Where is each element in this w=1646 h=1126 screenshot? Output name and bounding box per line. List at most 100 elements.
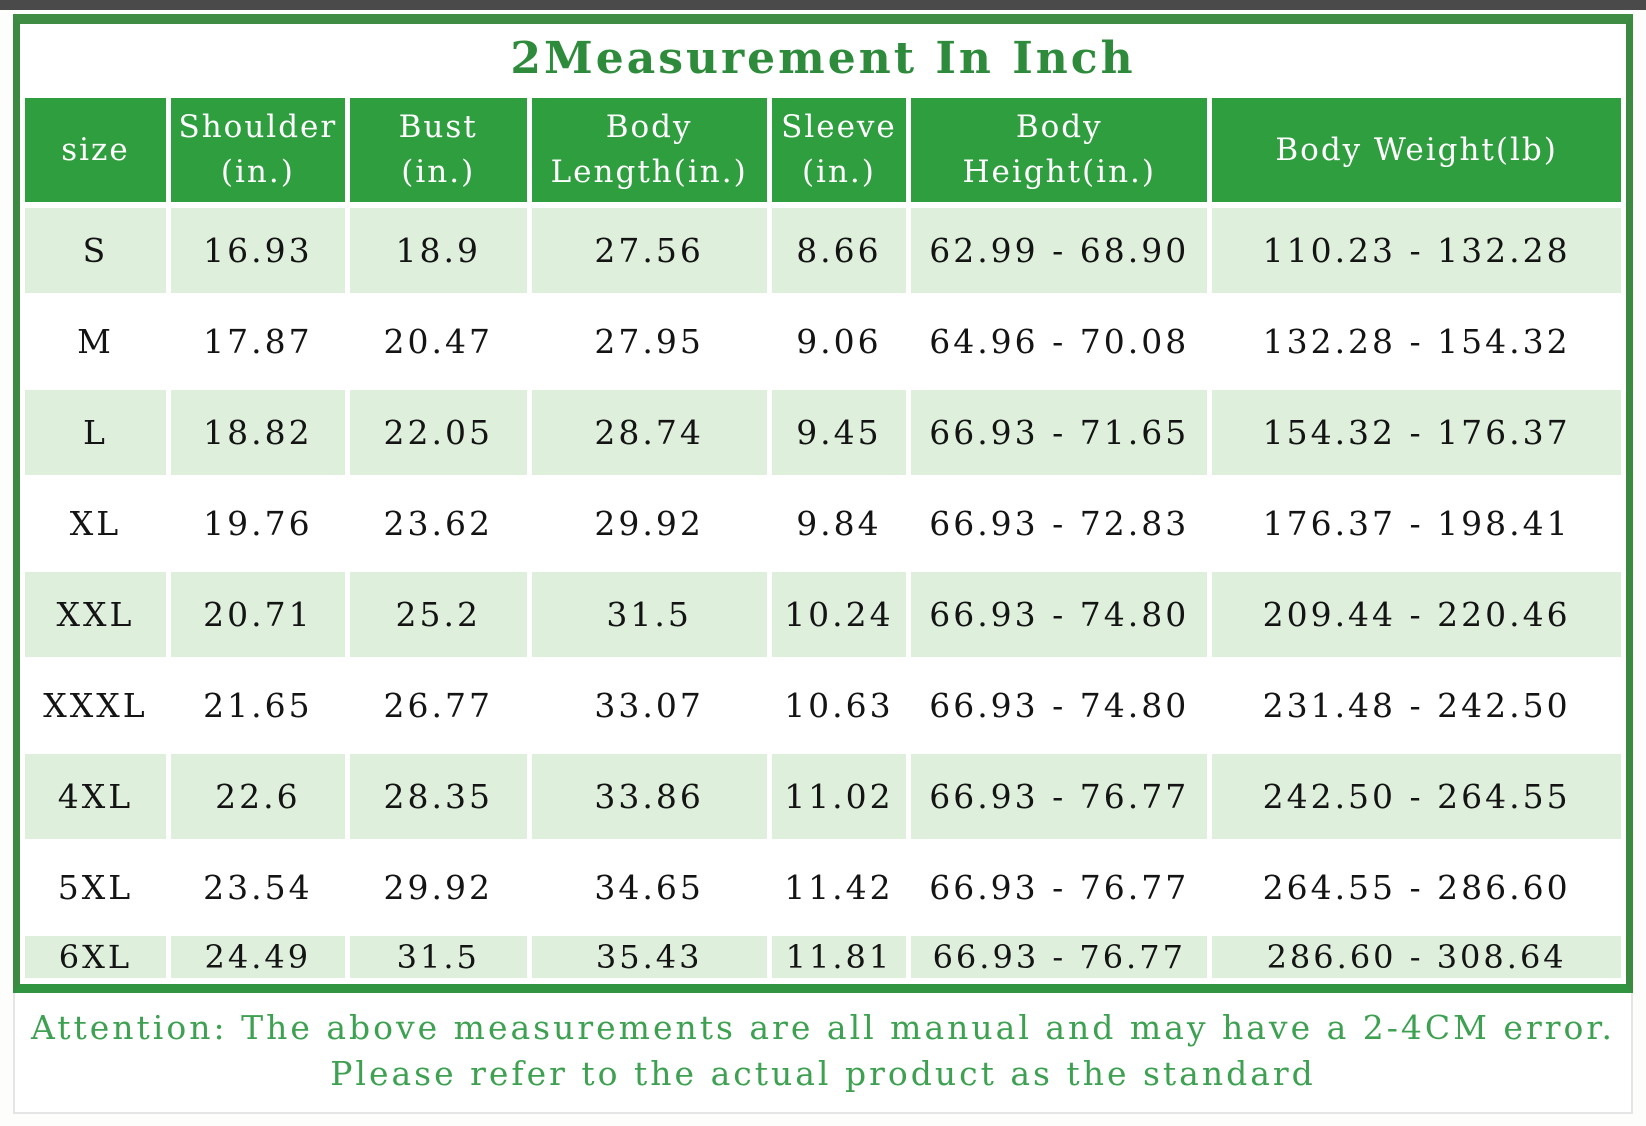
- table-cell: 5XL: [25, 845, 166, 930]
- col-header-body-length: Body Length(in.): [531, 98, 767, 202]
- table-cell: 66.93 - 74.80: [911, 663, 1208, 748]
- table-cell: 132.28 - 154.32: [1212, 299, 1621, 384]
- table-cell: 66.93 - 74.80: [911, 572, 1208, 657]
- table-cell: 22.05: [349, 390, 527, 475]
- top-bar: [0, 0, 1646, 10]
- table-cell: 28.74: [531, 390, 767, 475]
- table-cell: 18.82: [170, 390, 345, 475]
- table-cell: 23.62: [349, 481, 527, 566]
- table-cell: 34.65: [531, 845, 767, 930]
- table-cell: 66.93 - 76.77: [911, 845, 1208, 930]
- table-cell: 28.35: [349, 754, 527, 839]
- table-row-6xl: 6XL 24.49 31.5 35.43 11.81 66.93 - 76.77…: [25, 936, 1621, 978]
- col-header-bust: Bust (in.): [349, 98, 527, 202]
- table-cell: 9.45: [771, 390, 907, 475]
- table-cell: 4XL: [25, 754, 166, 839]
- col-header-line: Shoulder: [178, 109, 338, 146]
- table-cell: XXL: [25, 572, 166, 657]
- col-header-line: size: [61, 131, 130, 168]
- table-cell: 286.60 - 308.64: [1212, 936, 1621, 978]
- table-cell: 66.93 - 72.83: [911, 481, 1208, 566]
- table-cell: 29.92: [349, 845, 527, 930]
- table-cell: 9.84: [771, 481, 907, 566]
- table-row-xxl: XXL 20.71 25.2 31.5 10.24 66.93 - 74.80 …: [25, 572, 1621, 657]
- table-cell: 35.43: [531, 936, 767, 978]
- col-header-sleeve: Sleeve (in.): [771, 98, 907, 202]
- size-chart-table: size Shoulder (in.) Bust (in.) Body Leng…: [20, 92, 1626, 984]
- table-cell: L: [25, 390, 166, 475]
- table-cell: 20.71: [170, 572, 345, 657]
- col-header-size: size: [25, 98, 166, 202]
- table-cell: 66.93 - 76.77: [911, 936, 1208, 978]
- table-cell: 9.06: [771, 299, 907, 384]
- table-cell: XXXL: [25, 663, 166, 748]
- size-chart-frame: 2Measurement In Inch size Shoulder: [13, 14, 1633, 993]
- table-cell: 64.96 - 70.08: [911, 299, 1208, 384]
- table-cell: 62.99 - 68.90: [911, 208, 1208, 293]
- col-header-line: (in.): [401, 154, 476, 190]
- table-row-s: S 16.93 18.9 27.56 8.66 62.99 - 68.90 11…: [25, 208, 1621, 293]
- table-cell: 25.2: [349, 572, 527, 657]
- attention-note-line2: Please refer to the actual product as th…: [330, 1053, 1316, 1093]
- col-header-line: Body: [605, 109, 693, 146]
- table-cell: 8.66: [771, 208, 907, 293]
- table-row-xxxl: XXXL 21.65 26.77 33.07 10.63 66.93 - 74.…: [25, 663, 1621, 748]
- table-cell: 20.47: [349, 299, 527, 384]
- table-cell: 29.92: [531, 481, 767, 566]
- table-cell: 6XL: [25, 936, 166, 978]
- size-chart-page: 2Measurement In Inch size Shoulder: [13, 14, 1633, 993]
- table-cell: 23.54: [170, 845, 345, 930]
- table-cell: 66.93 - 76.77: [911, 754, 1208, 839]
- col-header-line: Body: [1015, 109, 1103, 146]
- table-cell: 231.48 - 242.50: [1212, 663, 1621, 748]
- table-cell: 11.42: [771, 845, 907, 930]
- col-header-line: Length(in.): [550, 154, 748, 190]
- table-row-l: L 18.82 22.05 28.74 9.45 66.93 - 71.65 1…: [25, 390, 1621, 475]
- table-cell: 10.63: [771, 663, 907, 748]
- table-cell: 17.87: [170, 299, 345, 384]
- table-cell: 110.23 - 132.28: [1212, 208, 1621, 293]
- col-header-body-weight: Body Weight(lb): [1212, 98, 1621, 202]
- title-bar: 2Measurement In Inch: [20, 24, 1626, 92]
- table-row-5xl: 5XL 23.54 29.92 34.65 11.42 66.93 - 76.7…: [25, 845, 1621, 930]
- col-header-line: (in.): [801, 154, 876, 190]
- table-cell: 176.37 - 198.41: [1212, 481, 1621, 566]
- table-row-xl: XL 19.76 23.62 29.92 9.84 66.93 - 72.83 …: [25, 481, 1621, 566]
- table-cell: 33.86: [531, 754, 767, 839]
- table-cell: 19.76: [170, 481, 345, 566]
- table-cell: 16.93: [170, 208, 345, 293]
- col-header-line: Sleeve: [781, 109, 897, 146]
- table-cell: 264.55 - 286.60: [1212, 845, 1621, 930]
- table-cell: S: [25, 208, 166, 293]
- col-header-shoulder: Shoulder (in.): [170, 98, 345, 202]
- table-cell: 31.5: [349, 936, 527, 978]
- table-cell: 27.56: [531, 208, 767, 293]
- table-cell: 11.81: [771, 936, 907, 978]
- col-header-line: Height(in.): [962, 154, 1156, 190]
- table-cell: 209.44 - 220.46: [1212, 572, 1621, 657]
- table-cell: 22.6: [170, 754, 345, 839]
- table-cell: 242.50 - 264.55: [1212, 754, 1621, 839]
- attention-note-line1: Attention: The above measurements are al…: [30, 1008, 1616, 1047]
- table-cell: 10.24: [771, 572, 907, 657]
- table-cell: 154.32 - 176.37: [1212, 390, 1621, 475]
- col-header-line: Body Weight(lb): [1275, 131, 1558, 168]
- header-row: size Shoulder (in.) Bust (in.) Body Leng…: [25, 98, 1621, 202]
- table-cell: 24.49: [170, 936, 345, 978]
- table-cell: 18.9: [349, 208, 527, 293]
- col-header-body-height: Body Height(in.): [911, 98, 1208, 202]
- table-cell: 11.02: [771, 754, 907, 839]
- attention-note: Attention: The above measurements are al…: [13, 993, 1633, 1115]
- table-cell: 26.77: [349, 663, 527, 748]
- table-cell: 33.07: [531, 663, 767, 748]
- table-row-m: M 17.87 20.47 27.95 9.06 64.96 - 70.08 1…: [25, 299, 1621, 384]
- table-cell: 31.5: [531, 572, 767, 657]
- table-cell: M: [25, 299, 166, 384]
- chart-title: 2Measurement In Inch: [510, 32, 1136, 84]
- table-row-4xl: 4XL 22.6 28.35 33.86 11.02 66.93 - 76.77…: [25, 754, 1621, 839]
- table-cell: 21.65: [170, 663, 345, 748]
- table-cell: XL: [25, 481, 166, 566]
- col-header-line: Bust: [398, 109, 478, 146]
- col-header-line: (in.): [220, 154, 295, 190]
- table-cell: 27.95: [531, 299, 767, 384]
